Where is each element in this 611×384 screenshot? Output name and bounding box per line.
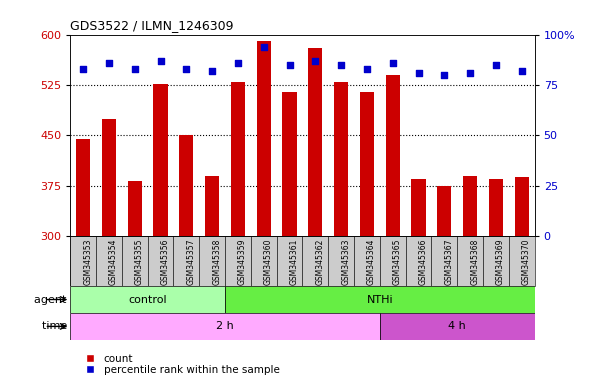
FancyBboxPatch shape bbox=[457, 236, 483, 286]
Bar bbox=[128, 181, 142, 236]
FancyBboxPatch shape bbox=[380, 236, 406, 286]
Text: GSM345359: GSM345359 bbox=[238, 239, 247, 285]
Point bbox=[259, 44, 269, 50]
Text: GSM345368: GSM345368 bbox=[470, 239, 479, 285]
Point bbox=[491, 62, 501, 68]
FancyBboxPatch shape bbox=[122, 236, 148, 286]
FancyBboxPatch shape bbox=[431, 236, 457, 286]
Bar bbox=[179, 136, 194, 236]
Bar bbox=[153, 84, 167, 236]
Bar bbox=[514, 177, 529, 236]
FancyBboxPatch shape bbox=[251, 236, 277, 286]
FancyBboxPatch shape bbox=[225, 286, 535, 313]
Point bbox=[388, 60, 398, 66]
Text: GSM345354: GSM345354 bbox=[109, 239, 118, 285]
Text: GSM345361: GSM345361 bbox=[290, 239, 299, 285]
Text: GSM345360: GSM345360 bbox=[264, 239, 273, 285]
Point bbox=[517, 68, 527, 74]
Text: 4 h: 4 h bbox=[448, 321, 466, 331]
Text: GSM345367: GSM345367 bbox=[444, 239, 453, 285]
Point bbox=[130, 66, 140, 72]
Bar bbox=[282, 92, 297, 236]
Text: GSM345353: GSM345353 bbox=[83, 239, 92, 285]
Bar bbox=[489, 179, 503, 236]
Text: GDS3522 / ILMN_1246309: GDS3522 / ILMN_1246309 bbox=[70, 19, 234, 32]
Point bbox=[233, 60, 243, 66]
Text: GSM345364: GSM345364 bbox=[367, 239, 376, 285]
Point bbox=[414, 70, 423, 76]
Text: GSM345357: GSM345357 bbox=[186, 239, 196, 285]
Bar bbox=[386, 75, 400, 236]
FancyBboxPatch shape bbox=[277, 236, 302, 286]
Point bbox=[310, 58, 320, 64]
Bar bbox=[411, 179, 426, 236]
Text: 2 h: 2 h bbox=[216, 321, 234, 331]
FancyBboxPatch shape bbox=[483, 236, 509, 286]
FancyBboxPatch shape bbox=[509, 236, 535, 286]
Text: GSM345356: GSM345356 bbox=[161, 239, 170, 285]
Bar bbox=[76, 139, 90, 236]
Point bbox=[181, 66, 191, 72]
Point bbox=[156, 58, 166, 64]
Point bbox=[362, 66, 372, 72]
Text: GSM345370: GSM345370 bbox=[522, 239, 531, 285]
Point bbox=[336, 62, 346, 68]
FancyBboxPatch shape bbox=[302, 236, 328, 286]
Point bbox=[439, 72, 449, 78]
FancyBboxPatch shape bbox=[380, 313, 535, 340]
Bar bbox=[102, 119, 116, 236]
Bar bbox=[334, 82, 348, 236]
Text: GSM345363: GSM345363 bbox=[341, 239, 350, 285]
Text: GSM345358: GSM345358 bbox=[212, 239, 221, 285]
FancyBboxPatch shape bbox=[225, 236, 251, 286]
Text: GSM345362: GSM345362 bbox=[315, 239, 324, 285]
Bar bbox=[360, 92, 374, 236]
Text: agent: agent bbox=[34, 295, 70, 305]
FancyBboxPatch shape bbox=[70, 286, 225, 313]
Point bbox=[78, 66, 88, 72]
Text: NTHi: NTHi bbox=[367, 295, 393, 305]
FancyBboxPatch shape bbox=[328, 236, 354, 286]
Text: control: control bbox=[128, 295, 167, 305]
FancyBboxPatch shape bbox=[96, 236, 122, 286]
Bar bbox=[309, 48, 323, 236]
Text: GSM345355: GSM345355 bbox=[135, 239, 144, 285]
FancyBboxPatch shape bbox=[174, 236, 199, 286]
FancyBboxPatch shape bbox=[406, 236, 431, 286]
FancyBboxPatch shape bbox=[199, 236, 225, 286]
Text: GSM345365: GSM345365 bbox=[393, 239, 402, 285]
FancyBboxPatch shape bbox=[70, 236, 96, 286]
Bar bbox=[437, 187, 452, 236]
Text: GSM345366: GSM345366 bbox=[419, 239, 428, 285]
FancyBboxPatch shape bbox=[354, 236, 380, 286]
Text: GSM345369: GSM345369 bbox=[496, 239, 505, 285]
Point bbox=[104, 60, 114, 66]
Point bbox=[465, 70, 475, 76]
Point bbox=[207, 68, 217, 74]
FancyBboxPatch shape bbox=[148, 236, 174, 286]
Bar bbox=[257, 41, 271, 236]
Bar bbox=[205, 176, 219, 236]
Point bbox=[285, 62, 295, 68]
Bar bbox=[463, 176, 477, 236]
Bar bbox=[231, 82, 245, 236]
Legend: count, percentile rank within the sample: count, percentile rank within the sample bbox=[76, 349, 284, 379]
FancyBboxPatch shape bbox=[70, 313, 380, 340]
Text: time: time bbox=[42, 321, 70, 331]
